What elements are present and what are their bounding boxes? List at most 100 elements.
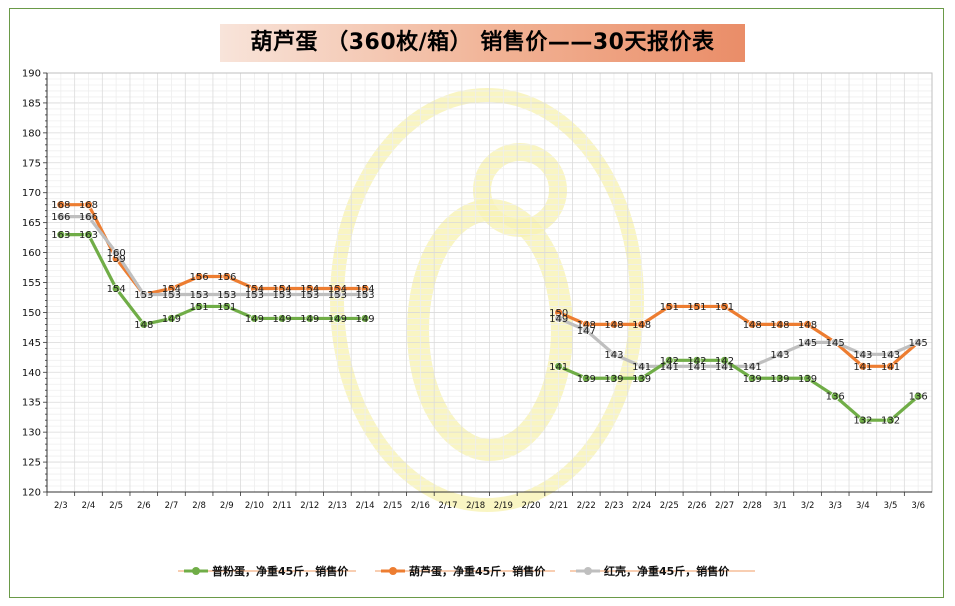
data-label: 143 bbox=[604, 350, 623, 361]
data-label: 148 bbox=[743, 320, 762, 331]
data-label: 149 bbox=[162, 314, 181, 325]
x-tick-label: 3/3 bbox=[828, 501, 842, 511]
x-tick-label: 2/5 bbox=[109, 501, 123, 511]
data-label: 132 bbox=[853, 416, 872, 427]
data-label: 151 bbox=[660, 302, 679, 313]
data-label: 141 bbox=[881, 362, 900, 373]
data-point bbox=[886, 415, 895, 425]
data-label: 160 bbox=[107, 248, 126, 259]
data-label: 143 bbox=[853, 350, 872, 361]
data-point bbox=[720, 355, 729, 365]
data-label: 153 bbox=[300, 290, 319, 301]
data-label: 154 bbox=[107, 284, 126, 295]
data-label: 149 bbox=[245, 314, 264, 325]
data-label: 159 bbox=[107, 254, 126, 265]
data-label: 148 bbox=[604, 320, 623, 331]
x-tick-label: 2/20 bbox=[521, 501, 540, 511]
data-label: 168 bbox=[51, 200, 70, 211]
data-point bbox=[775, 349, 785, 359]
x-tick-label: 2/8 bbox=[192, 501, 206, 511]
data-label: 149 bbox=[328, 314, 347, 325]
data-point bbox=[913, 391, 923, 401]
data-label: 156 bbox=[217, 272, 236, 283]
data-point bbox=[360, 290, 370, 299]
data-point bbox=[858, 415, 868, 425]
x-tick-label: 2/7 bbox=[165, 501, 179, 511]
data-label: 153 bbox=[217, 290, 236, 301]
data-point bbox=[803, 319, 812, 329]
data-point bbox=[692, 355, 702, 365]
data-label: 148 bbox=[577, 320, 596, 331]
data-label: 151 bbox=[715, 302, 734, 313]
data-point bbox=[250, 290, 259, 299]
data-label: 141 bbox=[715, 362, 734, 373]
data-label: 149 bbox=[356, 314, 375, 325]
x-tick-label: 2/13 bbox=[328, 501, 347, 511]
data-label: 139 bbox=[770, 374, 789, 385]
series-line bbox=[59, 215, 367, 297]
data-point bbox=[581, 373, 591, 383]
x-tick-label: 2/28 bbox=[743, 501, 762, 511]
data-label: 151 bbox=[687, 302, 706, 313]
data-label: 139 bbox=[798, 374, 817, 385]
title-background bbox=[220, 24, 745, 62]
data-label: 151 bbox=[190, 302, 209, 313]
data-label: 141 bbox=[549, 362, 568, 373]
data-point bbox=[56, 200, 66, 210]
x-tick-label: 3/2 bbox=[801, 501, 815, 511]
data-point bbox=[332, 314, 342, 323]
x-tick-label: 2/21 bbox=[549, 501, 568, 511]
data-label: 153 bbox=[245, 290, 264, 301]
data-point bbox=[886, 361, 895, 371]
data-label: 154 bbox=[162, 284, 181, 295]
data-point bbox=[858, 361, 868, 371]
data-label: 139 bbox=[604, 374, 623, 385]
data-label: 153 bbox=[356, 290, 375, 301]
data-point bbox=[664, 302, 674, 311]
data-label: 166 bbox=[51, 212, 70, 223]
data-point bbox=[803, 337, 812, 347]
legend-entry: 普粉蛋，净重45斤，销售价 bbox=[212, 564, 349, 578]
data-label: 148 bbox=[632, 320, 651, 331]
data-label: 143 bbox=[770, 350, 789, 361]
data-label: 153 bbox=[134, 290, 153, 301]
data-point bbox=[194, 302, 204, 311]
data-label: 149 bbox=[300, 314, 319, 325]
y-tick-label: 150 bbox=[22, 308, 41, 319]
data-point bbox=[222, 302, 232, 311]
data-point bbox=[250, 314, 259, 323]
data-label: 145 bbox=[826, 338, 845, 349]
data-point bbox=[554, 361, 564, 371]
data-point bbox=[554, 314, 564, 323]
data-label: 163 bbox=[51, 230, 70, 241]
data-label: 154 bbox=[273, 284, 292, 295]
y-tick-label: 140 bbox=[22, 368, 41, 379]
y-tick-label: 175 bbox=[22, 158, 41, 169]
data-point bbox=[609, 319, 619, 329]
data-point bbox=[692, 302, 702, 311]
data-point bbox=[830, 337, 840, 347]
x-tick-label: 2/19 bbox=[494, 501, 513, 511]
series-line bbox=[557, 358, 920, 422]
data-point bbox=[332, 290, 342, 299]
legend-swatch-marker bbox=[389, 567, 397, 575]
y-tick-label: 165 bbox=[22, 218, 41, 229]
legend-entry: 葫芦蛋，净重45斤，销售价 bbox=[409, 564, 546, 578]
data-label: 168 bbox=[79, 200, 98, 211]
data-point bbox=[775, 373, 785, 383]
data-point bbox=[886, 349, 895, 359]
data-point bbox=[194, 290, 204, 299]
x-tick-label: 3/4 bbox=[856, 501, 870, 511]
data-label: 141 bbox=[853, 362, 872, 373]
series-line bbox=[557, 316, 920, 368]
data-label: 141 bbox=[660, 362, 679, 373]
data-label: 154 bbox=[245, 284, 264, 295]
data-label: 163 bbox=[79, 230, 98, 241]
legend-swatch-marker bbox=[192, 567, 200, 575]
series-lines bbox=[56, 200, 923, 425]
data-point bbox=[84, 230, 93, 240]
data-label: 136 bbox=[909, 392, 928, 403]
legend-entry: 红壳，净重45斤，销售价 bbox=[604, 564, 730, 578]
x-tick-label: 2/10 bbox=[245, 501, 264, 511]
